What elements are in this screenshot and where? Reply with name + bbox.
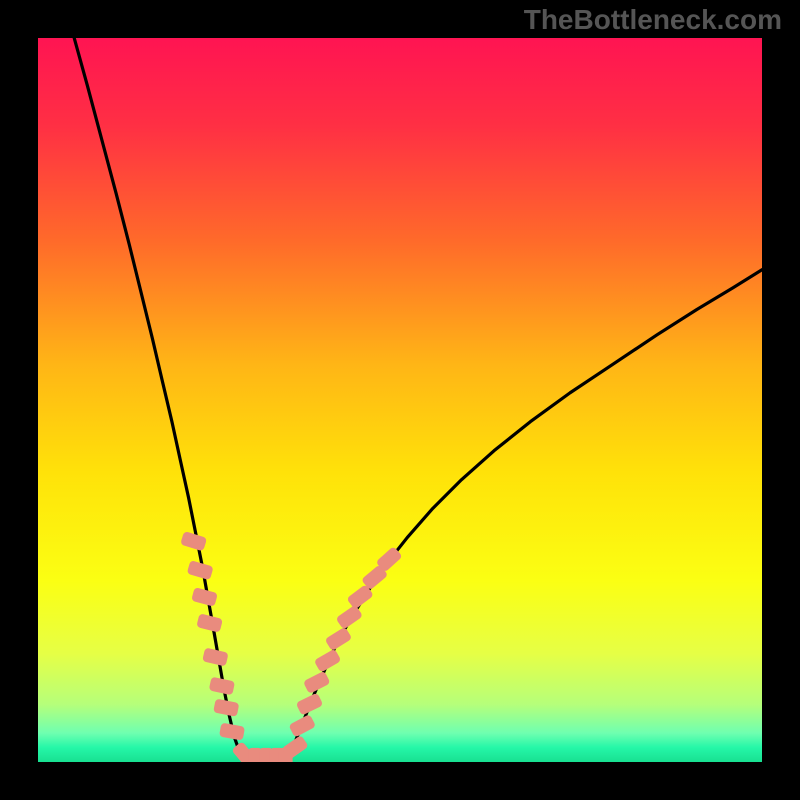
outer-frame: TheBottleneck.com xyxy=(0,0,800,800)
bottleneck-chart xyxy=(38,38,762,762)
gradient-background xyxy=(38,38,762,762)
watermark-text: TheBottleneck.com xyxy=(524,4,782,36)
